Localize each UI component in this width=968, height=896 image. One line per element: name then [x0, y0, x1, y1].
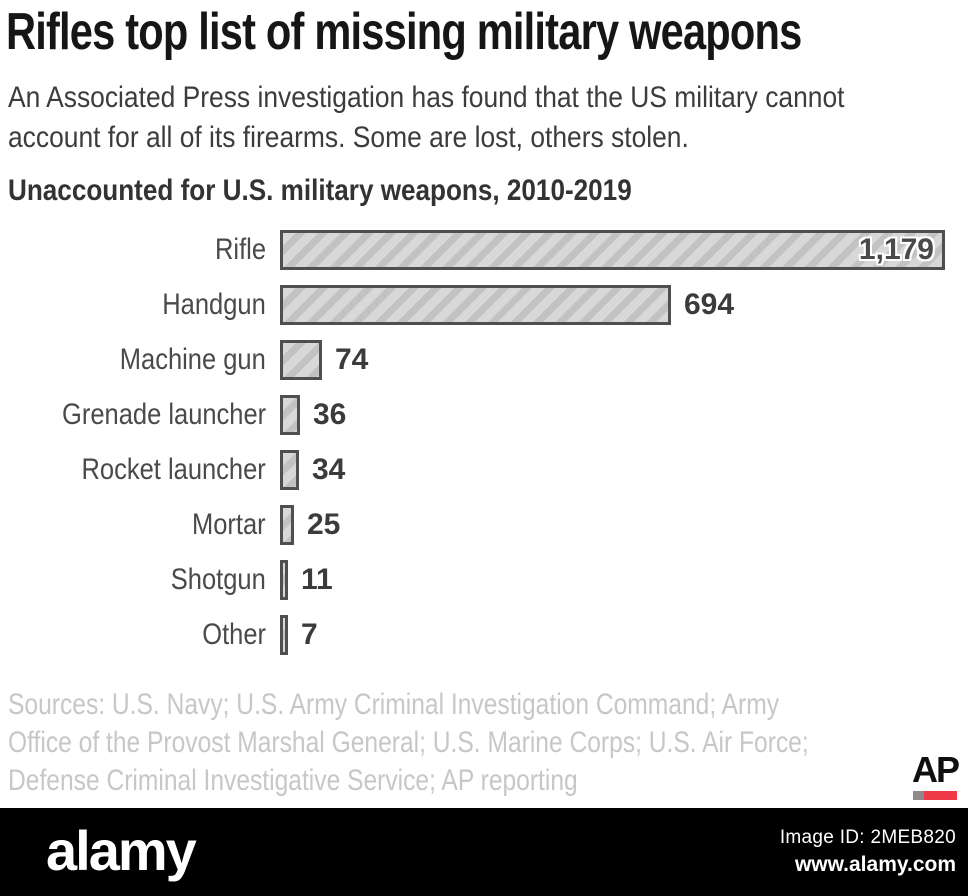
chart-row: Shotgun 11 — [0, 552, 968, 607]
page-title: Rifles top list of missing military weap… — [6, 3, 802, 61]
category-label: Handgun — [162, 287, 266, 321]
bar — [280, 504, 294, 545]
bar-wrap: 36 — [280, 394, 347, 435]
bar: 1,179 — [280, 229, 945, 270]
value-label: 7 — [301, 617, 318, 651]
bar — [280, 394, 300, 435]
category-label: Shotgun — [170, 562, 266, 596]
value-label: 25 — [307, 507, 341, 541]
chart-row: Other 7 — [0, 607, 968, 662]
bar — [280, 449, 299, 490]
ap-logo-red-bar — [913, 791, 957, 800]
subtitle: An Associated Press investigation has fo… — [8, 78, 959, 158]
bar-wrap: 1,179 — [280, 229, 945, 270]
bar — [280, 284, 671, 325]
category-label: Machine gun — [119, 342, 266, 376]
category-label: Rocket launcher — [81, 452, 266, 486]
alamy-logo: alamy — [46, 819, 197, 883]
value-label: 34 — [312, 452, 346, 486]
bar-wrap: 7 — [280, 614, 318, 655]
value-label: 11 — [301, 562, 333, 596]
ap-logo-text: AP — [912, 749, 960, 790]
chart-row: Mortar 25 — [0, 497, 968, 552]
bar-wrap: 694 — [280, 284, 735, 325]
value-label: 694 — [684, 287, 735, 321]
bar-wrap: 74 — [280, 339, 369, 380]
category-label: Grenade launcher — [61, 397, 266, 431]
category-label: Mortar — [192, 507, 266, 541]
value-label: 74 — [335, 342, 369, 376]
bar-wrap: 25 — [280, 504, 341, 545]
bar — [280, 559, 288, 600]
value-label: 1,179 — [858, 232, 934, 266]
bar-wrap: 11 — [280, 559, 333, 600]
alamy-url: www.alamy.com — [794, 853, 956, 876]
subtitle-line: account for all of its firearms. Some ar… — [8, 121, 689, 154]
subtitle-line: An Associated Press investigation has fo… — [8, 81, 845, 114]
sources-line: Sources: U.S. Navy; U.S. Army Criminal I… — [8, 688, 780, 721]
sources-note: Sources: U.S. Navy; U.S. Army Criminal I… — [8, 686, 968, 800]
sources-line: Office of the Provost Marshal General; U… — [8, 726, 809, 759]
bar — [280, 614, 288, 655]
chart-row: Machine gun 74 — [0, 332, 968, 387]
sources-line: Defense Criminal Investigative Service; … — [8, 764, 578, 797]
image-id-label: Image ID: 2MEB820 — [779, 827, 956, 848]
chart-row: Rifle 1,179 — [0, 222, 968, 277]
chart-title: Unaccounted for U.S. military weapons, 2… — [8, 174, 632, 207]
watermark-info: Image ID: 2MEB820 www.alamy.com — [780, 827, 956, 877]
ap-logo: AP — [912, 749, 960, 800]
chart-row: Grenade launcher 36 — [0, 387, 968, 442]
bar-wrap: 34 — [280, 449, 346, 490]
category-label: Rifle — [214, 232, 266, 266]
watermark-bar: alamy Image ID: 2MEB820 www.alamy.com — [0, 808, 968, 896]
value-label: 36 — [313, 397, 347, 431]
bar — [280, 339, 322, 380]
chart-row: Rocket launcher 34 — [0, 442, 968, 497]
category-label: Other — [202, 617, 266, 651]
chart-row: Handgun 694 — [0, 277, 968, 332]
bar-chart: Rifle 1,179 Handgun 694 Machine gun 74 G… — [0, 222, 968, 662]
